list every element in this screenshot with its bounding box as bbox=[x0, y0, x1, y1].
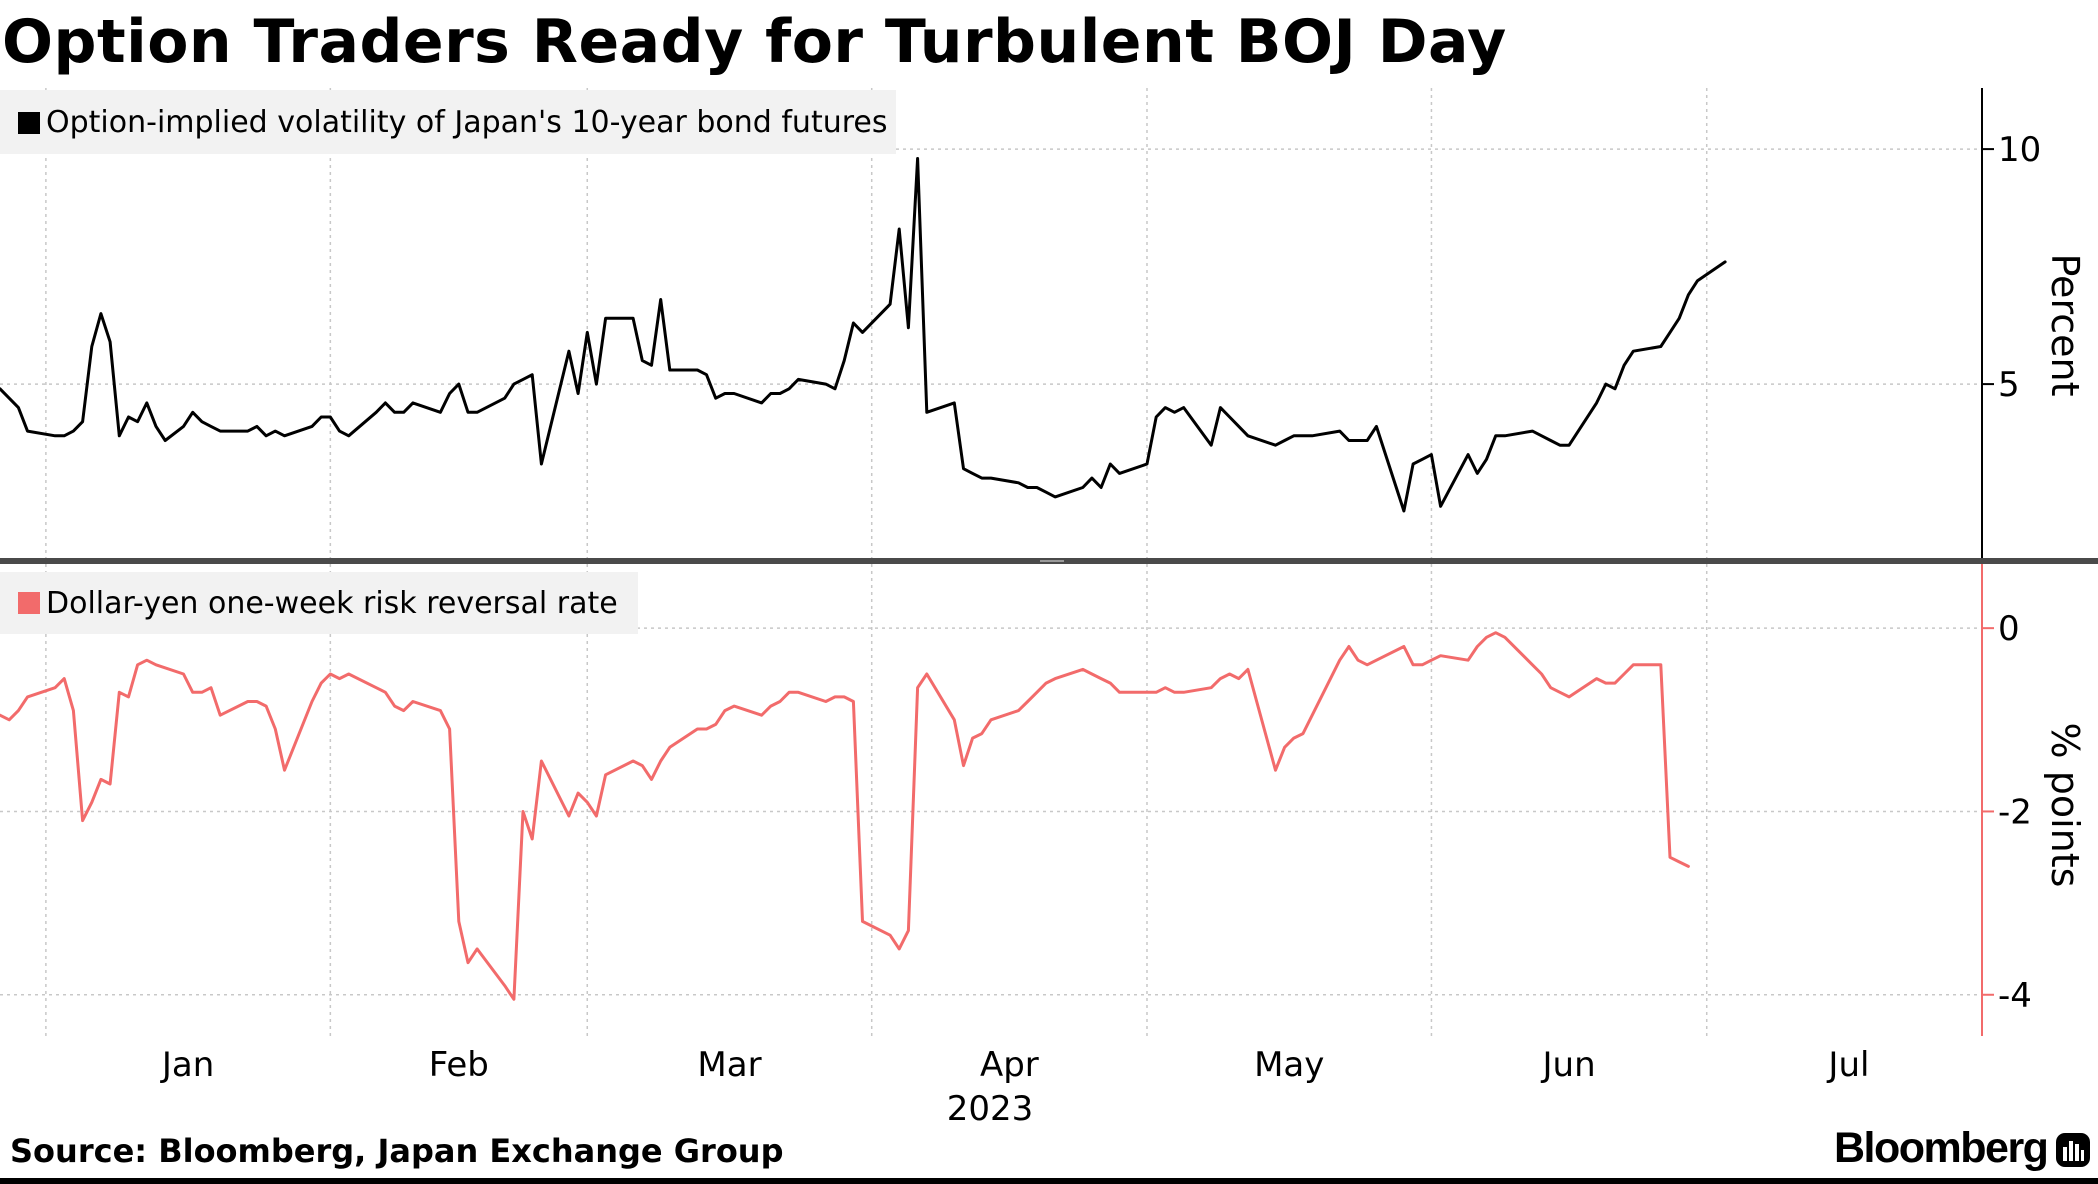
x-axis-year: 2023 bbox=[947, 1089, 1034, 1129]
x-tick-label: Apr bbox=[980, 1045, 1039, 1085]
legend-top-label: Option-implied volatility of Japan's 10-… bbox=[46, 105, 887, 140]
y-tick-label: -2 bbox=[1998, 792, 2032, 832]
x-tick-label: Jun bbox=[1541, 1045, 1596, 1085]
y-tick-label: -4 bbox=[1998, 976, 2032, 1016]
y-tick-label: 5 bbox=[1998, 365, 2020, 405]
legend-bottom: Dollar-yen one-week risk reversal rate bbox=[0, 572, 638, 634]
top-axis-title: Percent bbox=[2043, 254, 2087, 397]
legend-bottom-swatch bbox=[18, 592, 40, 614]
source-note: Source: Bloomberg, Japan Exchange Group bbox=[10, 1132, 784, 1170]
legend-top: Option-implied volatility of Japan's 10-… bbox=[0, 90, 896, 154]
legend-top-background bbox=[0, 90, 896, 154]
y-tick-label: 10 bbox=[1998, 130, 2041, 170]
series-line-1 bbox=[0, 157, 1727, 513]
x-tick-label: Mar bbox=[697, 1045, 761, 1085]
chart-title: Option Traders Ready for Turbulent BOJ D… bbox=[2, 7, 1507, 77]
legend-top-swatch bbox=[18, 112, 40, 134]
x-tick-label: Jul bbox=[1826, 1045, 1869, 1085]
bloomberg-chart-icon bbox=[2056, 1133, 2090, 1167]
series-line-2 bbox=[0, 631, 1690, 1001]
legend-bottom-background bbox=[0, 572, 638, 634]
x-tick-label: May bbox=[1254, 1045, 1324, 1085]
resize-handle[interactable] bbox=[1040, 560, 1064, 562]
bloomberg-logo: Bloomberg bbox=[1834, 1124, 2049, 1172]
axes-layer: Jan Feb Mar Apr May Jun Jul 5 10 0 -2 -4 bbox=[160, 88, 2041, 1085]
y-tick-label: 0 bbox=[1998, 609, 2020, 649]
bottom-axis-title: % points bbox=[2043, 723, 2087, 888]
x-tick-label: Jan bbox=[160, 1045, 214, 1085]
bottom-rule bbox=[0, 1178, 2098, 1184]
legend-bottom-label: Dollar-yen one-week risk reversal rate bbox=[46, 586, 618, 621]
x-tick-label: Feb bbox=[429, 1045, 489, 1085]
lines-layer bbox=[0, 157, 1727, 1001]
